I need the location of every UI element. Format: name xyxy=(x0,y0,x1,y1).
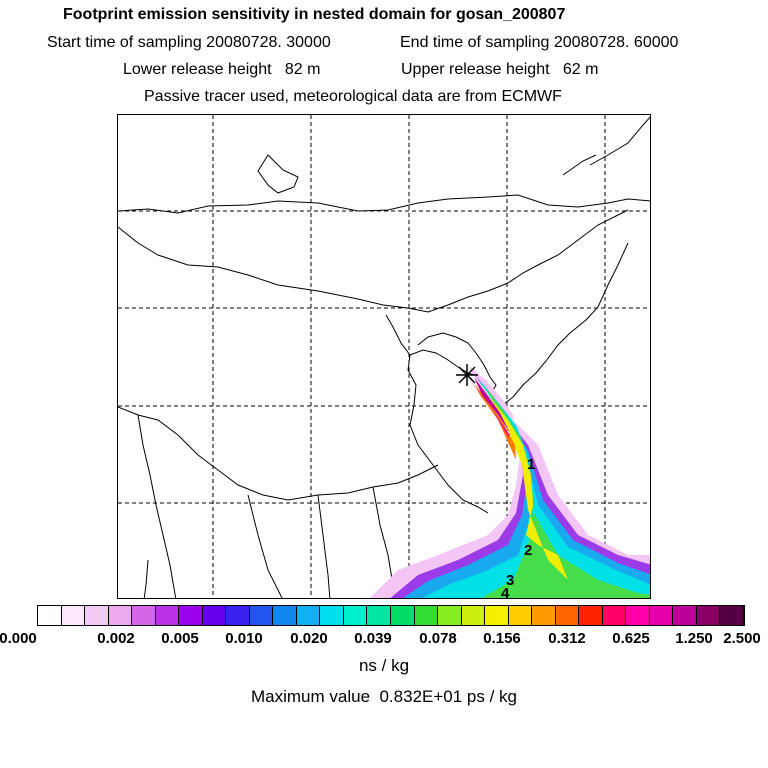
release-point-marker xyxy=(456,364,478,386)
scale-tick-3: 0.010 xyxy=(225,630,263,647)
sampling-start-time: Start time of sampling 20080728. 30000 xyxy=(47,34,331,51)
footprint-plume xyxy=(370,365,650,598)
scale-swatch-2 xyxy=(85,606,109,625)
scale-tick-5: 0.039 xyxy=(354,630,392,647)
scale-tick-11: 2.500 xyxy=(723,630,761,647)
sampling-end-time: End time of sampling 20080728. 60000 xyxy=(400,34,679,51)
scale-swatch-7 xyxy=(202,606,227,625)
scale-swatch-20 xyxy=(508,606,533,625)
trajectory-label-1: 1 xyxy=(527,456,535,473)
scale-tick-2: 0.005 xyxy=(161,630,199,647)
scale-swatch-18 xyxy=(461,606,486,625)
scale-swatch-29 xyxy=(720,606,744,625)
scale-swatch-22 xyxy=(555,606,580,625)
scale-swatch-8 xyxy=(226,606,250,625)
scale-tick-6: 0.078 xyxy=(419,630,457,647)
lower-release-height: Lower release height 82 m xyxy=(123,61,321,78)
scale-swatch-1 xyxy=(61,606,86,625)
scale-swatch-28 xyxy=(696,606,721,625)
tracer-note: Passive tracer used, meteorological data… xyxy=(144,88,562,105)
footprint-map: 1 2 3 4 xyxy=(117,114,651,599)
scale-swatch-5 xyxy=(155,606,180,625)
scale-swatch-24 xyxy=(602,606,627,625)
scale-swatch-11 xyxy=(296,606,321,625)
scale-swatch-21 xyxy=(532,606,556,625)
scale-swatch-4 xyxy=(132,606,156,625)
scale-swatch-25 xyxy=(626,606,650,625)
scale-swatch-6 xyxy=(179,606,203,625)
scale-unit: ns / kg xyxy=(358,656,410,675)
scale-tick-10: 1.250 xyxy=(675,630,713,647)
scale-swatch-17 xyxy=(438,606,462,625)
scale-swatch-19 xyxy=(485,606,509,625)
plot-title: Footprint emission sensitivity in nested… xyxy=(63,6,566,23)
trajectory-label-2: 2 xyxy=(524,542,532,559)
scale-swatch-12 xyxy=(320,606,344,625)
scale-swatch-13 xyxy=(343,606,368,625)
scale-swatch-27 xyxy=(673,606,697,625)
scale-tick-8: 0.312 xyxy=(548,630,586,647)
scale-swatch-26 xyxy=(649,606,674,625)
scale-swatch-16 xyxy=(414,606,439,625)
color-scale-bar xyxy=(37,605,745,626)
coastlines xyxy=(118,116,650,598)
scale-swatch-0 xyxy=(38,606,62,625)
scale-swatch-9 xyxy=(249,606,274,625)
scale-swatch-15 xyxy=(390,606,415,625)
scale-swatch-14 xyxy=(367,606,391,625)
scale-tick-4: 0.020 xyxy=(290,630,328,647)
maximum-value: Maximum value 0.832E+01 ps / kg xyxy=(251,687,517,706)
scale-swatch-10 xyxy=(273,606,297,625)
upper-release-height: Upper release height 62 m xyxy=(401,61,599,78)
trajectory-label-4: 4 xyxy=(501,585,510,599)
scale-tick-1: 0.002 xyxy=(97,630,135,647)
scale-tick-7: 0.156 xyxy=(483,630,521,647)
scale-swatch-3 xyxy=(108,606,133,625)
trajectory-label-3: 3 xyxy=(506,572,514,589)
scale-swatch-23 xyxy=(579,606,603,625)
scale-tick-9: 0.625 xyxy=(612,630,650,647)
map-canvas: 1 2 3 4 xyxy=(118,115,650,599)
scale-tick-0: 0.000 xyxy=(0,630,37,647)
